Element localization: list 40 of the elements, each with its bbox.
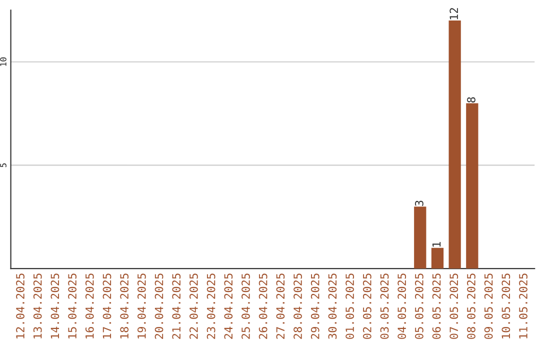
- x-tick-label: 24.04.2025: [224, 274, 233, 339]
- x-tick-label: 21.04.2025: [172, 274, 181, 339]
- x-tick-label: 28.04.2025: [294, 274, 302, 339]
- x-tick-label: 29.04.2025: [310, 274, 320, 339]
- x-tick-label: 01.05.2025: [346, 274, 354, 339]
- x-tick-label: 26.04.2025: [258, 274, 268, 339]
- x-tick-label: 07.05.2025: [450, 274, 458, 339]
- bar: [431, 248, 444, 269]
- x-tick-label: 30.04.2025: [328, 274, 337, 339]
- data-label: 1: [432, 242, 441, 247]
- y-tick-label: 5: [0, 163, 6, 168]
- data-label: 3: [414, 200, 424, 206]
- x-tick-label: 04.05.2025: [398, 274, 406, 339]
- x-tick-label: 14.04.2025: [50, 274, 60, 338]
- x-tick-label: 06.05.2025: [432, 274, 441, 339]
- x-tick-label: 03.05.2025: [380, 274, 389, 339]
- bar: [414, 206, 426, 269]
- x-tick-label: 15.04.2025: [68, 274, 76, 338]
- bar: [448, 20, 461, 269]
- x-tick-label: 22.04.2025: [190, 274, 198, 339]
- bar: [466, 103, 478, 269]
- x-tick-label: 02.05.2025: [362, 274, 372, 339]
- x-tick-label: 11.05.2025: [519, 274, 528, 338]
- x-tick-label: 19.04.2025: [137, 274, 146, 338]
- y-tick-label: 10: [0, 57, 6, 66]
- x-tick-label: 05.05.2025: [414, 274, 424, 339]
- x-tick-label: 20.04.2025: [154, 274, 164, 339]
- x-tick-label: 13.04.2025: [33, 274, 42, 338]
- x-tick-label: 09.05.2025: [484, 274, 493, 339]
- x-tick-label: 17.04.2025: [102, 274, 112, 338]
- x-tick-label: 18.04.2025: [120, 274, 129, 338]
- x-tick-label: 23.04.2025: [206, 274, 216, 339]
- x-tick-label: 25.04.2025: [242, 274, 250, 339]
- x-tick-label: 10.05.2025: [502, 274, 510, 338]
- x-tick-label: 16.04.2025: [85, 274, 94, 338]
- x-tick-label: 27.04.2025: [276, 274, 285, 339]
- data-label: 12: [450, 8, 458, 20]
- x-tick-label: 08.05.2025: [467, 274, 476, 339]
- data-label: 8: [467, 97, 476, 103]
- x-tick-label: 12.04.2025: [16, 274, 24, 338]
